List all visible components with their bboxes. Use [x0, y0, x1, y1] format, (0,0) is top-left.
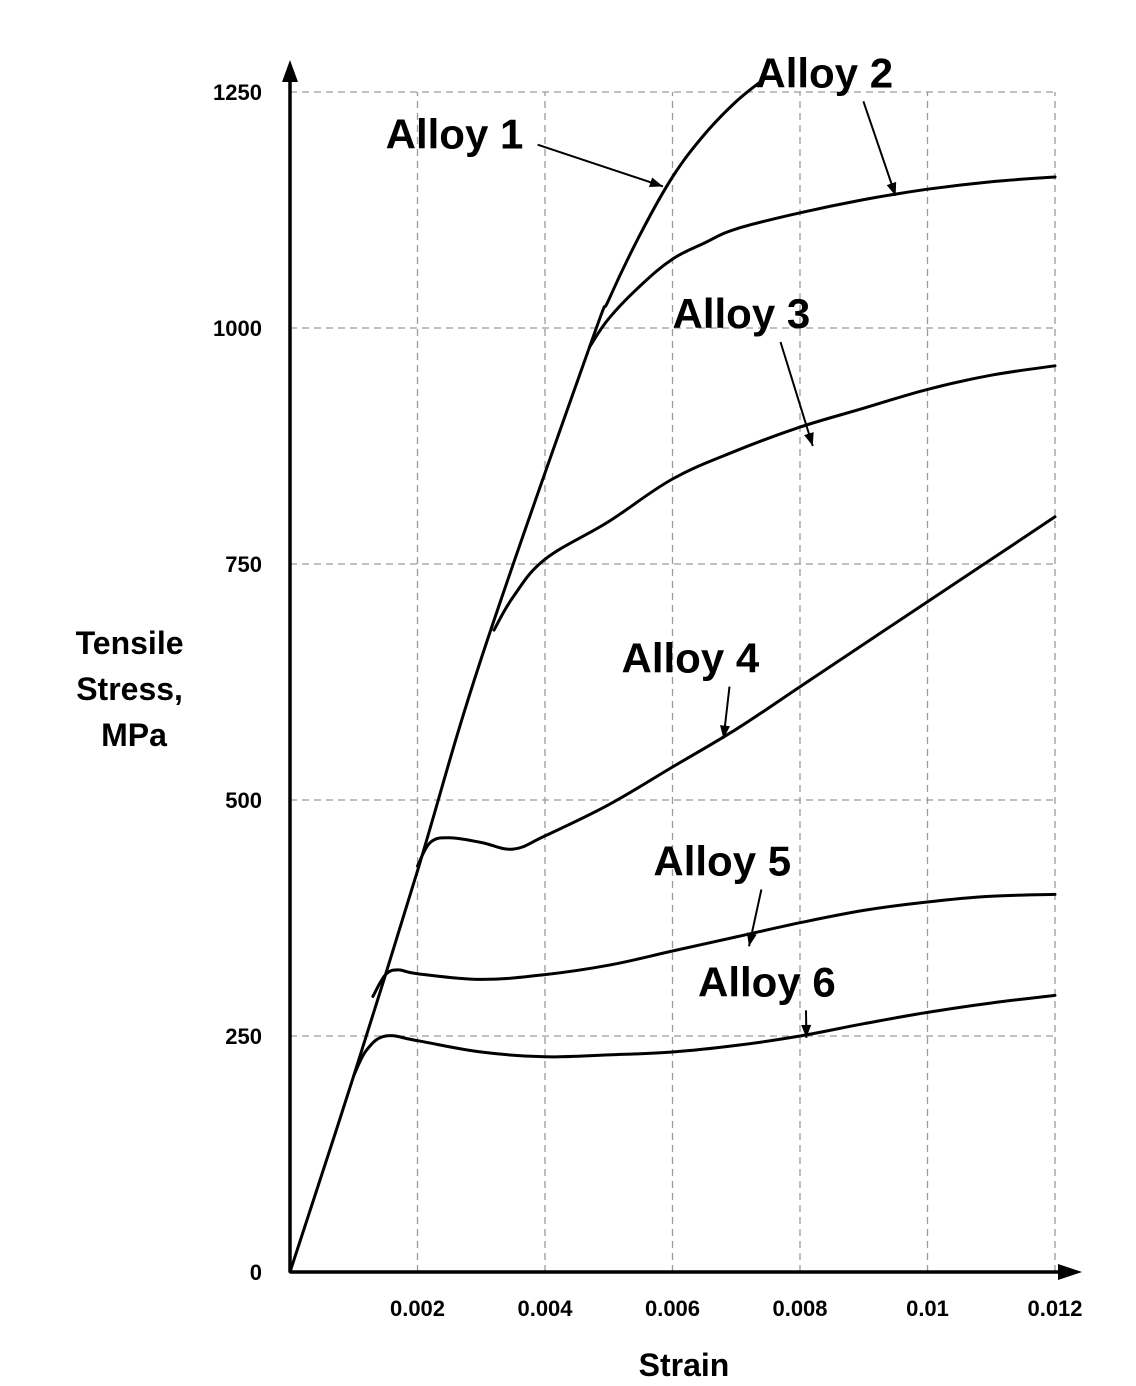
alloy-3-pointer — [779, 341, 814, 447]
alloy-6-curve — [352, 993, 1057, 1078]
alloy-1-label: Alloy 1 — [386, 111, 524, 158]
alloy-2-label: Alloy 2 — [755, 49, 893, 96]
alloy-3-pointer-arrowhead — [804, 432, 814, 446]
alloy-1-pointer-arrowhead — [649, 177, 663, 188]
alloy-1-pointer — [537, 143, 664, 188]
x-axis-arrowhead — [1058, 1264, 1082, 1280]
alloy-3-label: Alloy 3 — [673, 290, 811, 337]
x-axis-title: Strain — [639, 1347, 730, 1383]
alloy-2-curve — [588, 175, 1057, 349]
y-tick-labels: 0 250 500 750 1000 1250 — [213, 80, 262, 1285]
alloy-5-curve — [371, 892, 1057, 998]
alloy-4-label: Alloy 4 — [622, 635, 760, 682]
alloy-3-curve — [492, 364, 1057, 632]
y-axis-arrowhead — [282, 60, 298, 82]
y-axis-title-line-2: Stress, — [76, 671, 183, 707]
alloy-6-pointer-arrowhead — [801, 1024, 812, 1038]
x-tick-label: 0.006 — [645, 1296, 700, 1321]
x-tick-label: 0.002 — [390, 1296, 445, 1321]
y-tick-label: 250 — [225, 1024, 262, 1049]
series-labels: Alloy 1 Alloy 2 Alloy 3 Alloy 4 Alloy 5 Alloy… — [386, 49, 897, 1038]
alloy-4-curve — [416, 515, 1057, 868]
y-axis-title-line-3: MPa — [101, 717, 167, 753]
alloy-2-pointer-arrowhead — [886, 181, 897, 196]
y-tick-label: 500 — [225, 788, 262, 813]
alloy-1-curve — [288, 79, 764, 1274]
alloy-4-pointer-arrowhead — [720, 725, 730, 739]
axes — [282, 60, 1082, 1280]
y-tick-label: 1250 — [213, 80, 262, 105]
y-tick-label: 750 — [225, 552, 262, 577]
x-tick-labels: 0.002 0.004 0.006 0.008 0.01 0.012 — [390, 1296, 1083, 1321]
x-tick-label: 0.004 — [517, 1296, 573, 1321]
alloy-6-label: Alloy 6 — [698, 958, 836, 1005]
y-tick-label: 1000 — [213, 316, 262, 341]
alloy-5-label: Alloy 5 — [653, 838, 791, 885]
x-tick-label: 0.012 — [1027, 1296, 1082, 1321]
y-axis-title-line-1: Tensile — [76, 625, 184, 661]
x-tick-label: 0.01 — [906, 1296, 949, 1321]
grid — [290, 91, 1056, 1272]
alloy-2-pointer — [862, 100, 897, 197]
x-tick-label: 0.008 — [772, 1296, 827, 1321]
y-axis-title: Tensile Stress, MPa — [76, 625, 193, 753]
data-series — [288, 79, 1057, 1274]
alloy-5-pointer-arrowhead — [746, 932, 757, 947]
y-tick-label: 0 — [250, 1260, 262, 1285]
